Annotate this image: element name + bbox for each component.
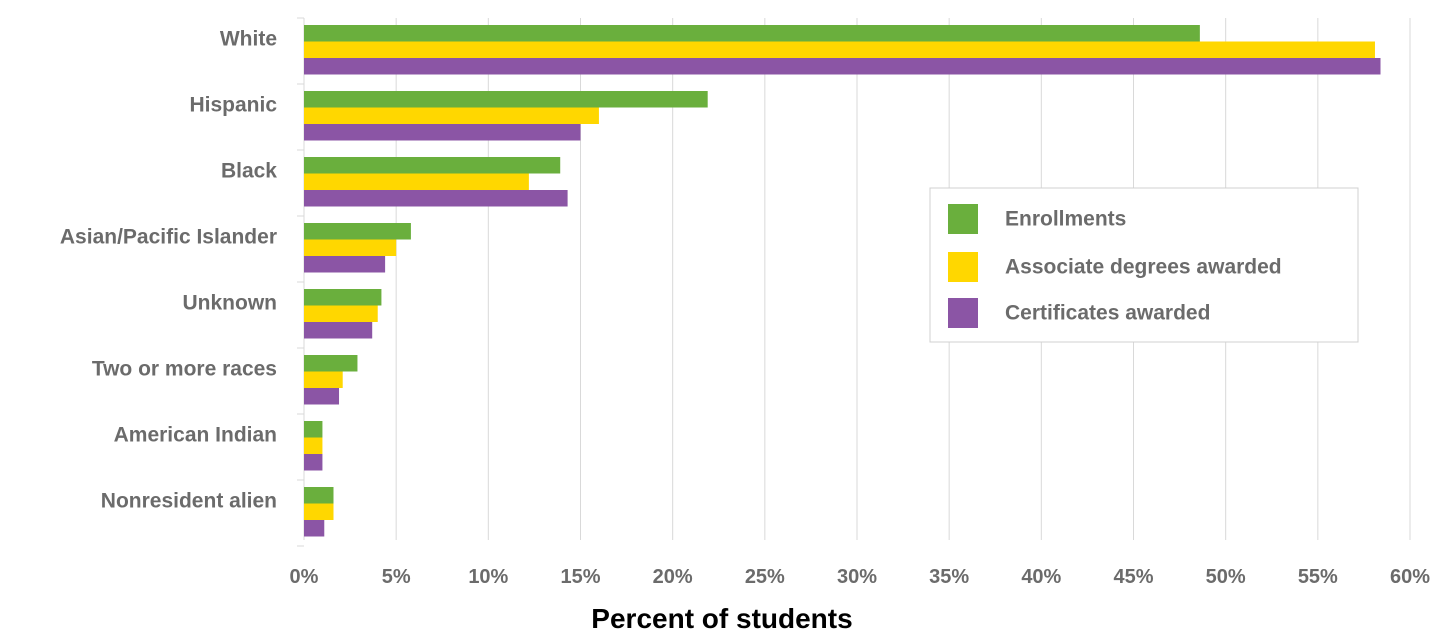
x-tick-label: 5% — [382, 566, 411, 588]
category-label-nonresident-alien: Nonresident alien — [101, 489, 277, 512]
x-tick-label: 35% — [929, 566, 969, 588]
legend: Enrollments Associate degrees awarded Cert… — [929, 187, 1359, 343]
legend-label-associate-degrees-awarded: Associate degrees awarded — [1005, 256, 1282, 279]
bar-hispanic-certificates-awarded — [304, 124, 581, 141]
x-tick-label: 55% — [1298, 566, 1338, 588]
x-tick-labels: 0% 5% 10% 15% 20% 25% 30% 35% 40% 45% 50% 55% 60% — [290, 566, 1431, 588]
category-label-two-or-more-races: Two or more races — [92, 357, 277, 380]
category-label-unknown: Unknown — [183, 291, 278, 314]
x-tick-label: 15% — [560, 566, 600, 588]
legend-swatch-certificates-awarded — [948, 298, 978, 328]
bar-two-or-more-races-associate-degrees-awarded — [304, 371, 343, 388]
bar-asian-pacific-islander-associate-degrees-awarded — [304, 239, 397, 256]
x-tick-label: 0% — [290, 566, 319, 588]
bar-american-indian-certificates-awarded — [304, 454, 323, 471]
bar-black-associate-degrees-awarded — [304, 173, 529, 190]
bar-unknown-associate-degrees-awarded — [304, 305, 378, 322]
bar-asian-pacific-islander-certificates-awarded — [304, 256, 386, 273]
x-tick-label: 30% — [837, 566, 877, 588]
legend-box — [929, 187, 1359, 343]
category-label-asian-pacific-islander: Asian/Pacific Islander — [60, 225, 277, 248]
bar-black-enrollments — [304, 157, 561, 174]
bar-black-certificates-awarded — [304, 190, 568, 207]
bar-white-certificates-awarded — [304, 58, 1381, 75]
bar-hispanic-enrollments — [304, 91, 708, 108]
x-axis-title: Percent of students — [591, 603, 852, 634]
x-tick-label: 45% — [1113, 566, 1153, 588]
legend-swatch-enrollments — [948, 204, 978, 234]
legend-swatch-associate-degrees-awarded — [948, 252, 978, 282]
bar-nonresident-alien-associate-degrees-awarded — [304, 503, 334, 520]
bar-nonresident-alien-enrollments — [304, 487, 334, 504]
x-tick-label: 10% — [468, 566, 508, 588]
bar-white-associate-degrees-awarded — [304, 41, 1375, 58]
bar-two-or-more-races-enrollments — [304, 355, 358, 372]
category-label-hispanic: Hispanic — [189, 93, 277, 116]
bar-two-or-more-races-certificates-awarded — [304, 388, 340, 405]
bar-nonresident-alien-certificates-awarded — [304, 520, 325, 537]
x-tick-label: 20% — [653, 566, 693, 588]
bar-american-indian-associate-degrees-awarded — [304, 437, 323, 454]
bar-white-enrollments — [304, 25, 1200, 42]
bars — [304, 25, 1381, 537]
bar-unknown-enrollments — [304, 289, 382, 306]
x-tick-label: 40% — [1021, 566, 1061, 588]
category-label-american-indian: American Indian — [114, 423, 277, 446]
bar-hispanic-associate-degrees-awarded — [304, 107, 599, 124]
category-label-black: Black — [221, 159, 277, 182]
x-tick-label: 60% — [1390, 566, 1430, 588]
legend-label-enrollments: Enrollments — [1005, 208, 1126, 231]
bar-unknown-certificates-awarded — [304, 322, 373, 339]
x-tick-label: 25% — [745, 566, 785, 588]
bar-american-indian-enrollments — [304, 421, 323, 438]
x-tick-label: 50% — [1206, 566, 1246, 588]
legend-label-certificates-awarded: Certificates awarded — [1005, 302, 1210, 325]
bar-asian-pacific-islander-enrollments — [304, 223, 411, 240]
category-labels: White Hispanic Black Asian/Pacific Islander… — [60, 27, 277, 512]
category-label-white: White — [220, 27, 277, 50]
